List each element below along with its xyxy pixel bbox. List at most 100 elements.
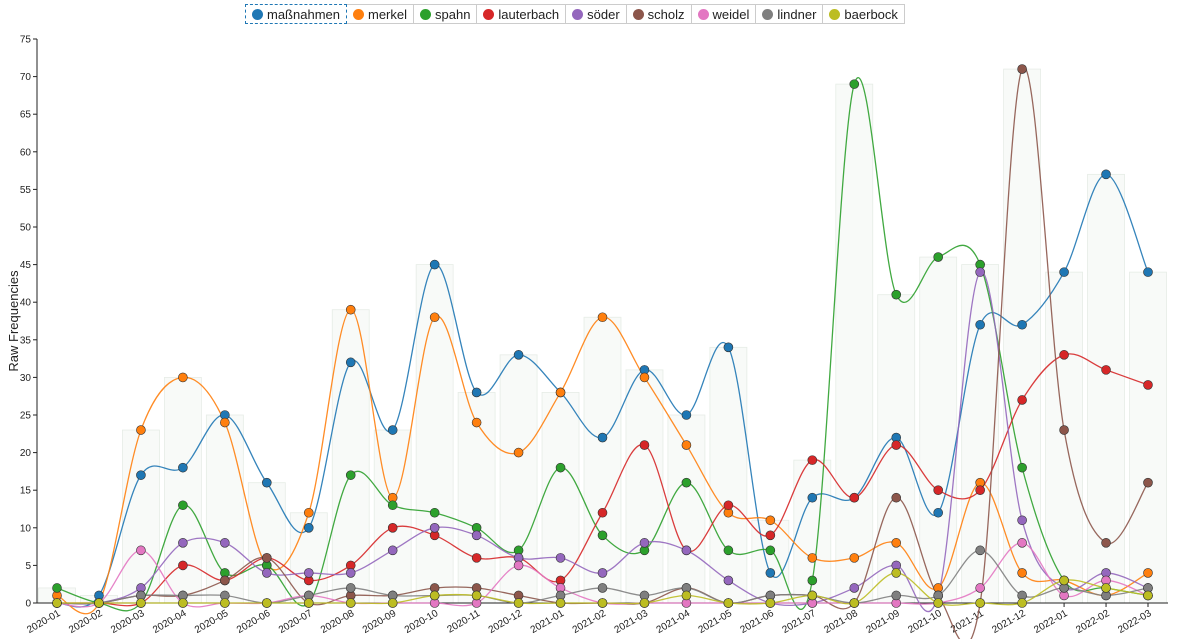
- data-point-1-17: [765, 515, 776, 526]
- data-point-8-25: [1101, 583, 1111, 593]
- data-point-8-21: [933, 598, 943, 608]
- data-point-1-2: [136, 425, 146, 435]
- data-point-8-8: [387, 598, 398, 608]
- y-axis-title: Raw Frequencies: [6, 270, 21, 372]
- data-point-1-6: [303, 507, 314, 518]
- data-point-0-11: [513, 350, 524, 360]
- data-point-1-23: [1017, 568, 1027, 578]
- data-point-5-4: [220, 575, 230, 586]
- data-point-2-20: [891, 289, 902, 300]
- legend-item-1[interactable]: merkel: [346, 4, 414, 24]
- data-point-1-13: [597, 312, 608, 323]
- x-tick-label: 2020-01: [25, 608, 63, 636]
- x-tick-label: 2021-08: [822, 608, 860, 636]
- legend-label: merkel: [367, 6, 407, 22]
- legend-label: lindner: [777, 6, 817, 22]
- y-tick-label: 75: [20, 35, 32, 46]
- legend-item-3[interactable]: lauterbach: [477, 4, 567, 24]
- x-tick-label: 2022-01: [1032, 608, 1070, 636]
- x-tick-label: 2021-02: [571, 608, 609, 636]
- data-point-4-3: [178, 538, 188, 548]
- x-tick-label: 2021-01: [529, 608, 567, 636]
- background-bar: [709, 346, 748, 604]
- background-bar: [541, 392, 580, 604]
- data-point-5-23: [1017, 64, 1027, 74]
- data-point-1-14: [639, 372, 650, 383]
- y-tick-label: 20: [20, 448, 32, 459]
- data-point-7-20: [891, 590, 902, 601]
- x-tick-label: 2021-12: [990, 608, 1028, 636]
- data-point-4-8: [387, 545, 398, 556]
- data-point-8-13: [597, 598, 608, 608]
- background-bar: [1003, 68, 1042, 604]
- legend-item-4[interactable]: söder: [566, 4, 627, 24]
- data-point-2-23: [1017, 462, 1027, 473]
- data-point-1-26: [1143, 568, 1153, 578]
- data-point-8-9: [429, 590, 440, 601]
- legend-item-6[interactable]: weidel: [691, 4, 757, 24]
- x-tick-label: 2020-11: [445, 608, 482, 636]
- data-point-0-9: [429, 259, 440, 270]
- data-point-8-26: [1143, 590, 1153, 601]
- background-bar: [625, 369, 664, 604]
- data-point-3-26: [1143, 380, 1153, 390]
- data-point-5-24: [1059, 425, 1069, 435]
- data-point-3-14: [639, 440, 650, 450]
- data-point-4-14: [639, 538, 650, 548]
- legend-item-5[interactable]: scholz: [626, 4, 692, 24]
- data-point-8-5: [262, 598, 272, 608]
- data-point-4-5: [262, 568, 272, 578]
- data-point-2-0: [52, 583, 62, 593]
- data-point-1-15: [681, 440, 692, 450]
- data-point-8-19: [849, 598, 860, 608]
- data-point-8-7: [345, 598, 356, 608]
- data-point-4-7: [345, 568, 356, 578]
- x-tick-label: 2020-04: [151, 608, 189, 636]
- series-line-0: [56, 173, 1149, 608]
- legend-label: weidel: [712, 6, 750, 22]
- x-tick-label: 2021-07: [781, 608, 819, 636]
- data-point-0-25: [1101, 169, 1111, 180]
- data-point-5-5: [262, 553, 272, 563]
- data-point-8-23: [1017, 598, 1027, 608]
- y-tick-label: 10: [20, 523, 32, 534]
- x-tick-label: 2021-04: [655, 608, 693, 636]
- data-point-5-26: [1143, 477, 1153, 488]
- data-point-0-2: [136, 470, 146, 480]
- x-tick-label: 2021-03: [613, 608, 651, 636]
- data-point-2-7: [345, 470, 356, 480]
- legend-item-2[interactable]: spahn: [414, 4, 478, 24]
- data-point-8-10: [471, 590, 482, 601]
- data-point-0-26: [1143, 267, 1153, 277]
- legend-item-0[interactable]: maßnahmen: [245, 4, 347, 24]
- data-point-8-16: [723, 598, 734, 608]
- background-bar: [163, 376, 202, 604]
- background-bar: [1045, 271, 1083, 604]
- series-line-1: [56, 309, 1149, 615]
- data-point-8-15: [681, 590, 692, 601]
- data-point-1-4: [220, 417, 230, 428]
- data-point-8-1: [94, 598, 104, 608]
- data-point-2-8: [387, 500, 398, 511]
- data-point-5-25: [1101, 538, 1111, 548]
- data-point-8-14: [639, 598, 650, 608]
- x-tick-label: 2020-02: [67, 608, 105, 636]
- legend-item-8[interactable]: baerbock: [823, 4, 905, 24]
- background-bar: [247, 482, 286, 604]
- x-tick-label: 2020-07: [277, 608, 315, 636]
- data-point-7-7: [345, 583, 356, 593]
- data-point-1-20: [891, 538, 902, 548]
- data-point-4-13: [597, 568, 608, 578]
- data-point-1-19: [849, 553, 860, 563]
- data-point-0-23: [1017, 319, 1027, 330]
- background-bar: [835, 83, 874, 604]
- legend-label: lauterbach: [498, 6, 560, 22]
- legend-item-7[interactable]: lindner: [756, 4, 824, 24]
- data-point-3-3: [178, 560, 188, 571]
- y-tick-label: 60: [20, 147, 32, 158]
- data-point-7-13: [597, 583, 608, 593]
- data-point-2-3: [178, 500, 188, 511]
- data-point-0-22: [975, 319, 985, 330]
- legend-marker: [762, 8, 774, 20]
